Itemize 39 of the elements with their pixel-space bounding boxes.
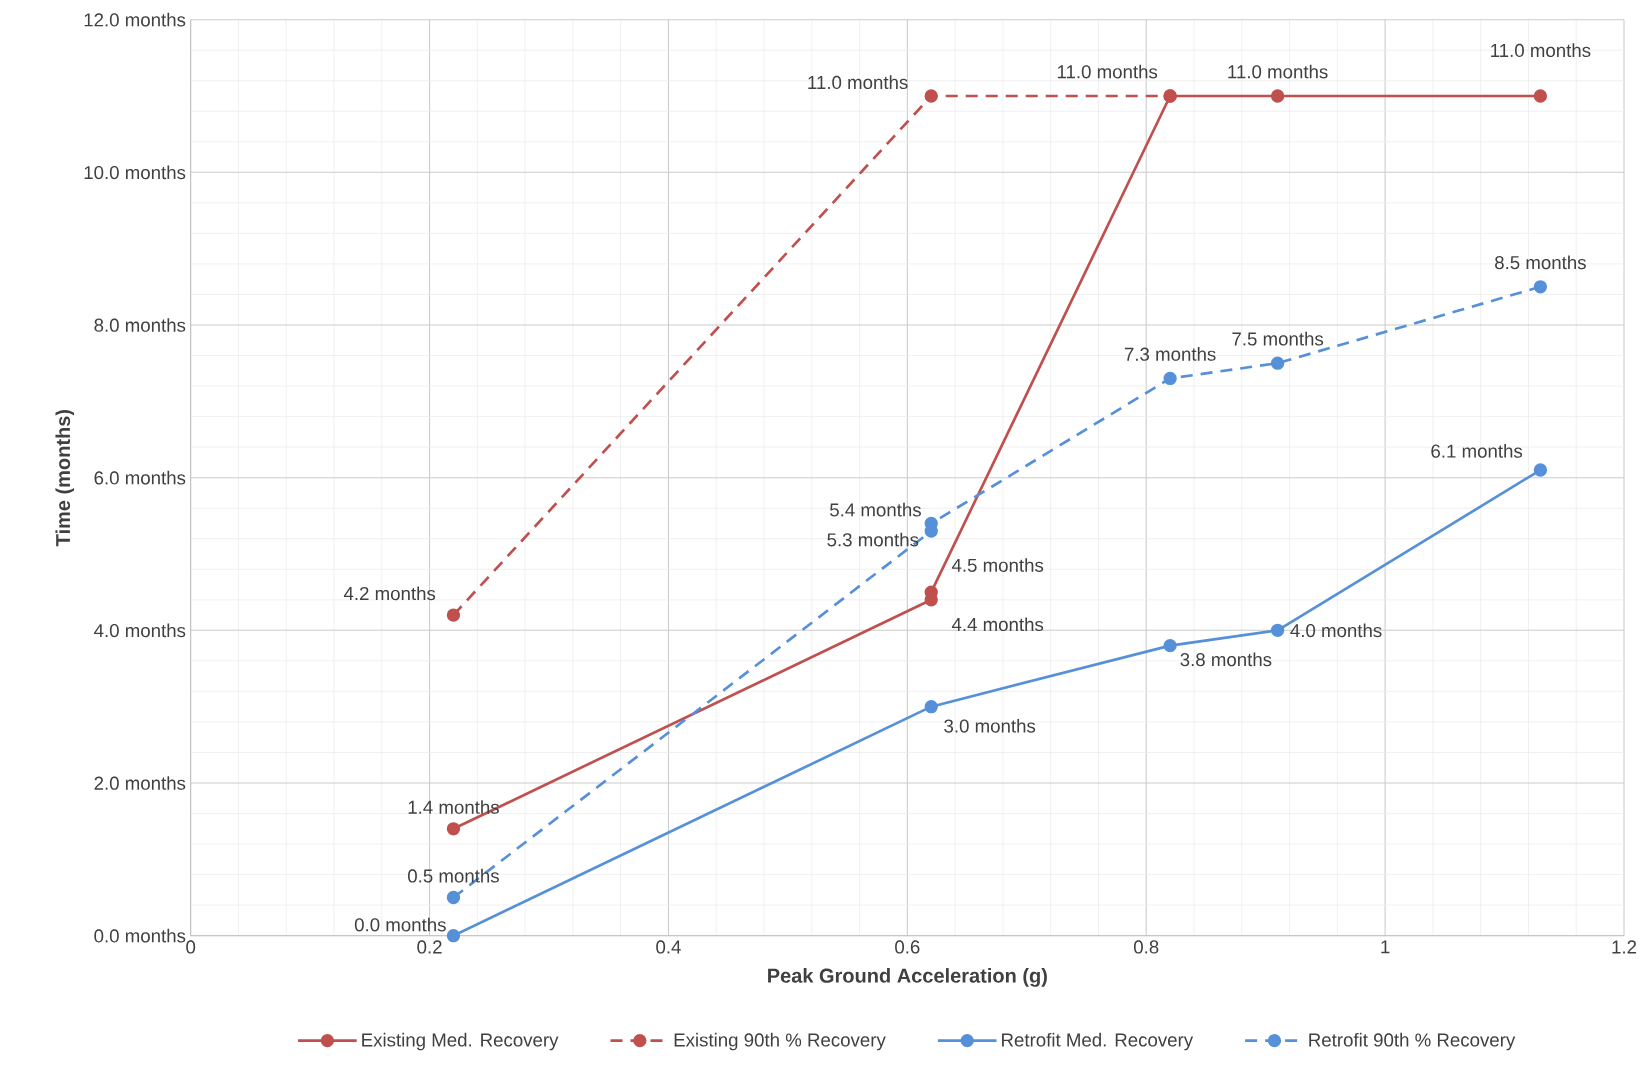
- data-label: 0.5 months: [408, 868, 499, 883]
- legend-label: Retrofit Med. Recovery: [1002, 1032, 1194, 1051]
- y-tick-label: 8.0 months: [94, 318, 186, 332]
- data-label: 7.5 months: [1232, 331, 1324, 346]
- data-label: 6.1 months: [1431, 444, 1523, 458]
- data-label: 3.0 months: [944, 718, 1036, 733]
- data-label: 11.0 months: [1491, 43, 1591, 58]
- data-label: 5.4 months: [830, 502, 921, 517]
- legend-label: Retrofit 90th % Recovery: [1309, 1032, 1516, 1051]
- data-label: 3.8 months: [1180, 652, 1272, 667]
- x-tick-label: 0.6: [895, 940, 920, 954]
- x-tick-label: 0.2: [417, 940, 442, 954]
- x-axis-title: Peak Ground Acceleration (g): [768, 968, 1047, 987]
- y-tick-label: 6.0 months: [94, 470, 186, 485]
- data-label: 11.0 months: [808, 75, 908, 90]
- data-label: 5.3 months: [827, 532, 919, 547]
- data-label: 8.5 months: [1495, 255, 1586, 270]
- data-label: 0.0 months: [354, 917, 446, 932]
- data-label: 4.5 months: [951, 558, 1044, 572]
- data-label: 7.3 months: [1124, 347, 1216, 361]
- x-tick-label: 0.8: [1133, 940, 1159, 954]
- x-tick-label: 0: [186, 940, 196, 954]
- data-label: 11.0 months: [1057, 64, 1158, 79]
- data-label: 11.0 months: [1228, 64, 1328, 79]
- y-tick-label: 12.0 months: [84, 12, 186, 27]
- y-axis-title: Time (months): [55, 409, 75, 547]
- x-tick-label: 1: [1381, 940, 1390, 954]
- y-tick-label: 2.0 months: [94, 776, 186, 790]
- y-tick-label: 10.0 months: [84, 165, 186, 180]
- y-tick-label: 0.0 months: [94, 928, 186, 943]
- y-tick-label: 4.0 months: [94, 623, 186, 638]
- legend-label: Existing Med. Recovery: [362, 1032, 559, 1051]
- data-label: 1.4 months: [408, 800, 499, 814]
- data-label: 4.2 months: [343, 586, 436, 601]
- legend-label: Existing 90th % Recovery: [674, 1032, 886, 1051]
- data-label: 4.4 months: [951, 617, 1044, 632]
- data-label: 4.0 months: [1290, 623, 1382, 638]
- x-tick-label: 0.4: [656, 940, 681, 954]
- x-tick-label: 1.2: [1612, 940, 1637, 954]
